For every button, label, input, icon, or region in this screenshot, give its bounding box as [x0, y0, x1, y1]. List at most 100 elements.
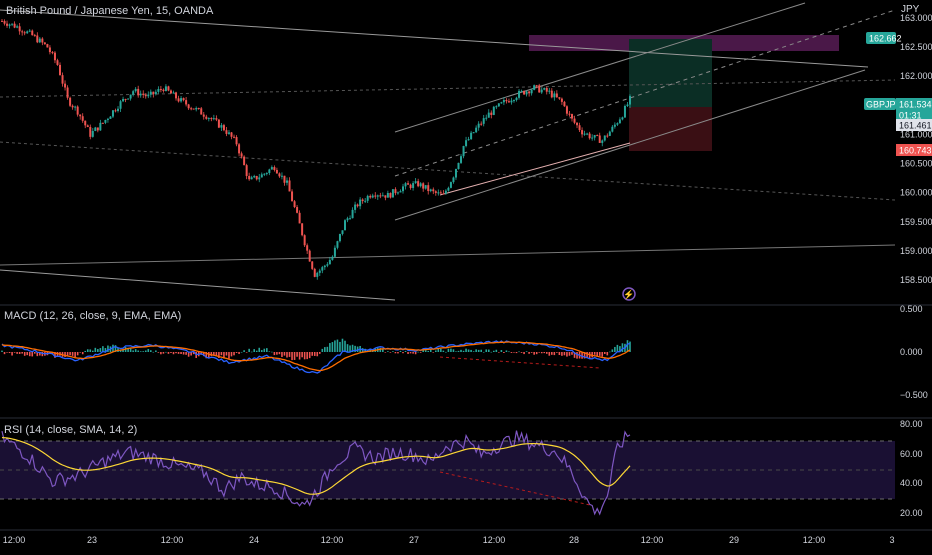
candle-body — [132, 91, 135, 95]
macd-histogram-bar — [152, 351, 155, 353]
macd-histogram-bar — [518, 351, 520, 353]
candle-body — [285, 180, 288, 183]
candle-body — [462, 146, 465, 157]
candle-body — [74, 106, 77, 108]
candle-body — [268, 169, 271, 174]
candle-body — [444, 190, 447, 194]
candle-body — [69, 97, 72, 106]
trendline-lower[interactable] — [0, 269, 396, 301]
macd-histogram-bar — [122, 349, 124, 352]
macd-histogram-bar — [205, 352, 208, 359]
candle-body — [51, 52, 54, 54]
macd-histogram-bar — [402, 352, 404, 354]
macd-histogram-bar — [558, 352, 561, 356]
time-tick-label: 29 — [729, 535, 739, 545]
stop-zone[interactable] — [629, 107, 712, 151]
candle-body — [543, 88, 546, 90]
price-tick-label: 162.000 — [900, 71, 932, 81]
macd-histogram-bar — [301, 352, 303, 358]
macd-histogram-bar — [609, 351, 611, 353]
channel-bottom[interactable] — [394, 69, 866, 221]
macd-histogram-bar — [79, 352, 81, 353]
macd-histogram-bar — [233, 352, 235, 356]
macd-histogram-bar — [127, 347, 129, 352]
macd-histogram-bar — [603, 352, 606, 354]
candle-body — [149, 91, 152, 95]
candle-body — [588, 133, 591, 139]
candle-body — [356, 204, 359, 207]
rsi-axis[interactable]: 80.00 60.00 40.00 20.00 — [900, 419, 923, 518]
macd-histogram-bar — [437, 348, 440, 352]
candle-body — [61, 75, 64, 84]
macd-histogram-bar — [399, 350, 402, 352]
candle-body — [386, 193, 389, 198]
candle-body — [18, 26, 21, 32]
macd-histogram-bar — [182, 352, 185, 355]
alert-icon-glyph: ⚡ — [623, 289, 634, 301]
candle-body — [565, 106, 568, 114]
candle-body — [291, 191, 294, 202]
candle-body — [167, 86, 170, 91]
macd-histogram-bar — [296, 352, 298, 357]
alert-icon[interactable] — [622, 287, 636, 301]
macd-histogram-bar — [66, 352, 69, 356]
channel-top[interactable] — [394, 2, 806, 133]
candle-body — [217, 119, 220, 128]
time-axis[interactable]: 12:00 23 12:00 24 12:00 27 12:00 28 12:00 29 12:00… — [3, 535, 895, 545]
entry-tag — [896, 119, 932, 131]
candle-body — [273, 167, 276, 170]
candle-body — [31, 30, 34, 36]
candle-body — [71, 105, 74, 108]
macd-histogram-bar — [427, 350, 430, 352]
macd-histogram-bar — [442, 350, 445, 352]
macd-histogram-bar — [313, 352, 316, 356]
macd-histogram-bar — [13, 352, 16, 353]
candle-body — [596, 135, 599, 137]
price-tick-label: 160.000 — [900, 188, 932, 198]
candle-body — [429, 189, 432, 192]
macd-histogram-bar — [465, 348, 467, 352]
candle-body — [497, 103, 500, 107]
macd-axis[interactable]: 0.500 0.000 −0.500 — [900, 304, 928, 400]
candle-body — [142, 93, 145, 95]
macd-histogram-bar — [104, 348, 107, 352]
macd-histogram-bar — [132, 350, 134, 352]
macd-histogram-bar — [129, 348, 132, 352]
dotted-level-2[interactable] — [0, 141, 896, 201]
macd-histogram-bar — [520, 352, 523, 353]
price-divergence-line — [439, 142, 631, 196]
macd-histogram-bar — [500, 350, 503, 352]
macd-histogram-bar — [369, 348, 372, 352]
candle-body — [28, 30, 31, 32]
macd-histogram-bar — [336, 339, 339, 352]
candle-body — [576, 122, 579, 126]
macd-histogram-bar — [213, 352, 215, 356]
macd-histogram-bar — [503, 352, 505, 353]
symbol-title[interactable]: British Pound / Japanese Yen, 15, OANDA — [6, 5, 214, 17]
macd-histogram-bar — [175, 352, 177, 354]
candle-body — [182, 98, 185, 101]
macd-histogram-bar — [498, 352, 500, 353]
candle-body — [248, 175, 251, 180]
candle-body — [598, 135, 601, 143]
candle-body — [253, 175, 256, 178]
rsi-pane-title[interactable]: RSI (14, close, SMA, 14, 2) — [4, 424, 138, 436]
time-tick-label: 27 — [409, 535, 419, 545]
candle-body — [152, 91, 155, 95]
candle-body — [389, 193, 392, 198]
macd-histogram-bar — [611, 349, 614, 352]
trendline-upper[interactable] — [0, 9, 869, 68]
macd-histogram-bar — [452, 349, 455, 352]
macd-histogram-bar — [321, 348, 324, 352]
macd-pane-title[interactable]: MACD (12, 26, close, 9, EMA, EMA) — [4, 310, 182, 322]
last-price-tag — [896, 98, 932, 110]
candle-body — [157, 89, 160, 92]
macd-histogram-bar — [177, 352, 180, 354]
candle-body — [33, 35, 36, 37]
candle-body — [359, 199, 362, 207]
dotted-level-1[interactable] — [0, 79, 896, 98]
target-zone[interactable] — [629, 39, 712, 107]
trendline-base[interactable] — [0, 244, 896, 266]
